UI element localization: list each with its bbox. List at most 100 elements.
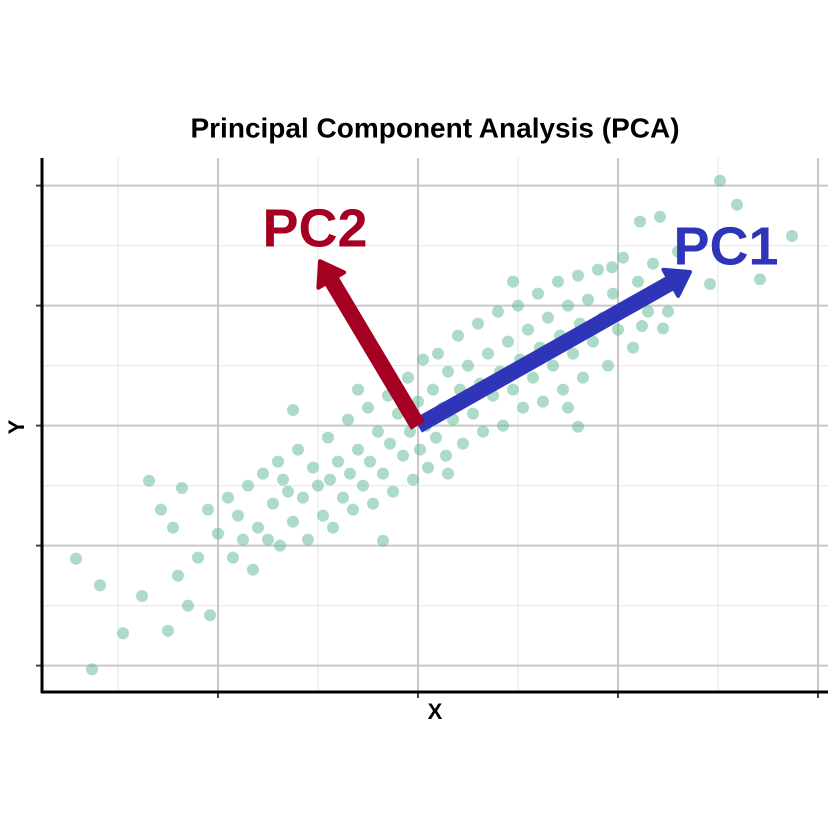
point	[647, 257, 659, 270]
point	[472, 317, 484, 330]
point	[272, 455, 284, 468]
point	[327, 521, 339, 534]
point	[136, 590, 148, 602]
point	[192, 551, 204, 564]
point	[297, 491, 309, 504]
point	[242, 479, 254, 492]
point	[176, 482, 188, 494]
point	[627, 341, 639, 354]
point	[617, 251, 629, 264]
point	[522, 323, 534, 336]
point	[567, 347, 579, 360]
point	[457, 437, 469, 450]
point	[324, 473, 336, 486]
point	[442, 365, 454, 378]
point	[607, 287, 619, 300]
point	[322, 431, 334, 444]
arrow-shaft	[324, 276, 425, 430]
point	[155, 503, 167, 516]
point	[642, 305, 654, 318]
point	[182, 599, 194, 612]
point	[204, 609, 216, 622]
point	[612, 323, 624, 336]
point	[414, 443, 426, 456]
point	[274, 539, 286, 552]
point	[86, 663, 98, 676]
point	[292, 443, 304, 456]
point	[237, 533, 249, 546]
point	[592, 263, 604, 276]
point	[287, 515, 299, 528]
arrow-head	[316, 259, 347, 290]
point	[312, 479, 324, 492]
point	[754, 273, 766, 286]
point	[302, 533, 314, 546]
arrows: PC1 PC2	[262, 198, 779, 433]
point	[262, 533, 274, 546]
point	[282, 485, 294, 498]
point	[367, 497, 379, 510]
point	[657, 322, 669, 335]
point	[143, 474, 155, 487]
point	[427, 383, 439, 396]
arrow-head	[661, 267, 692, 298]
point	[452, 329, 464, 342]
point	[387, 485, 399, 498]
point	[167, 521, 179, 534]
points	[70, 174, 798, 676]
point	[440, 449, 452, 462]
point	[562, 299, 574, 312]
point	[477, 425, 489, 438]
point	[412, 395, 424, 408]
point	[537, 395, 549, 408]
point	[307, 461, 319, 474]
point	[347, 503, 359, 516]
point	[606, 261, 618, 274]
point	[714, 174, 726, 187]
chart-title: Principal Component Analysis (PCA)	[190, 112, 679, 143]
point	[222, 491, 234, 504]
arrow-label: PC2	[262, 198, 367, 258]
point	[462, 359, 474, 372]
point	[172, 569, 184, 582]
point	[227, 551, 239, 564]
point	[377, 534, 389, 547]
point	[257, 467, 269, 480]
y-axis-label: Y	[4, 419, 29, 434]
point	[636, 320, 648, 332]
point	[572, 420, 584, 433]
point	[287, 404, 299, 416]
point	[672, 245, 684, 258]
point	[507, 275, 519, 288]
point	[364, 455, 376, 468]
point	[352, 443, 364, 456]
x-axis-label: X	[428, 699, 443, 724]
point	[337, 491, 349, 504]
point	[731, 198, 743, 211]
point	[662, 305, 674, 318]
point	[497, 419, 509, 432]
point	[317, 509, 329, 522]
point	[467, 407, 479, 420]
point	[602, 359, 614, 372]
point	[247, 563, 259, 576]
point	[202, 503, 214, 516]
point	[557, 383, 569, 396]
point	[786, 230, 798, 242]
point	[332, 455, 344, 468]
point	[432, 347, 444, 360]
point	[532, 287, 544, 300]
point	[372, 425, 384, 438]
point	[502, 335, 514, 348]
point	[402, 371, 414, 384]
point	[407, 473, 419, 486]
point	[404, 425, 416, 438]
point	[357, 479, 369, 492]
point	[397, 449, 409, 462]
point	[547, 359, 559, 372]
point	[552, 275, 564, 288]
point	[492, 305, 504, 318]
point	[252, 521, 264, 534]
point	[542, 311, 554, 324]
